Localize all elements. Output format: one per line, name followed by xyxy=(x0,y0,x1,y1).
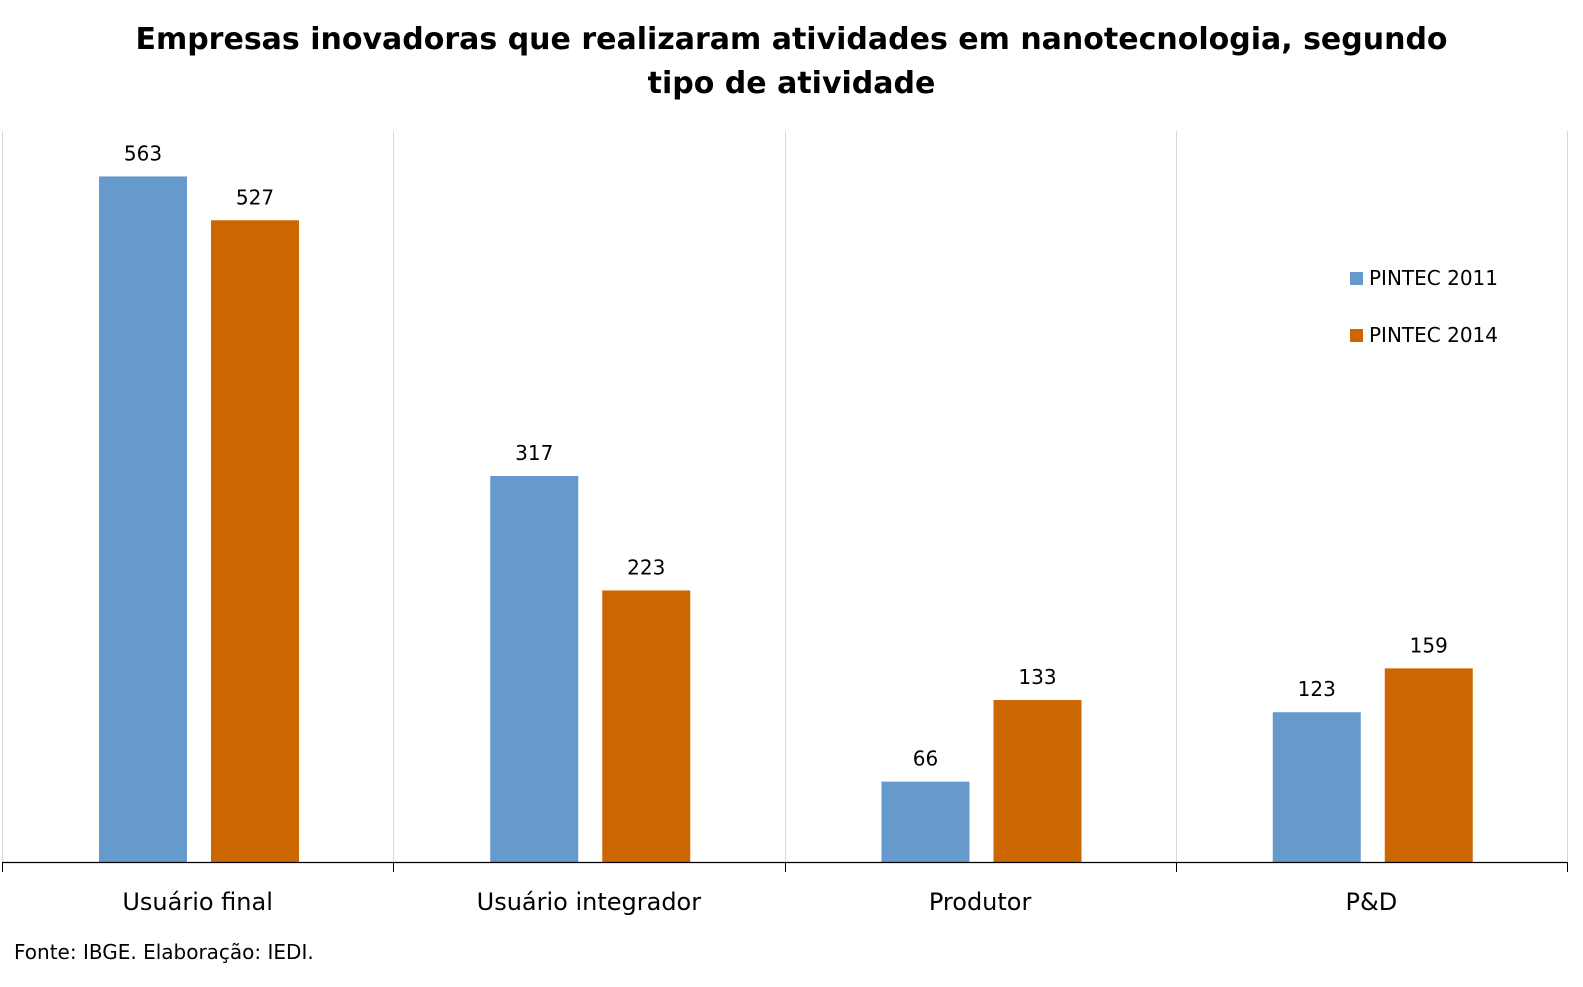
source-note: Fonte: IBGE. Elaboração: IEDI. xyxy=(14,940,314,964)
legend-label-0: PINTEC 2011 xyxy=(1369,266,1498,290)
data-label-1-1: 223 xyxy=(627,555,665,579)
chart-title-line-2: tipo de atividade xyxy=(647,66,936,101)
x-tick-label-2: Produtor xyxy=(929,888,1032,916)
bar-1-0 xyxy=(490,475,579,862)
bar-2-1 xyxy=(993,700,1082,862)
legend-swatch-1 xyxy=(1350,329,1363,342)
data-label-2-0: 66 xyxy=(913,747,938,771)
data-label-3-0: 123 xyxy=(1298,677,1336,701)
gridlines xyxy=(2,131,1568,862)
x-axis: Usuário final Usuário integrador Produtor P… xyxy=(2,861,1568,916)
bar-2-0 xyxy=(881,781,970,862)
chart-title-line-1: Empresas inovadoras que realizaram ativi… xyxy=(135,22,1448,57)
data-label-3-1: 159 xyxy=(1410,633,1448,657)
chart-title: Empresas inovadoras que realizaram ativi… xyxy=(0,18,1583,106)
data-label-2-1: 133 xyxy=(1018,665,1056,689)
bar-3-0 xyxy=(1272,712,1361,862)
legend-label-1: PINTEC 2014 xyxy=(1369,323,1498,347)
x-tick-label-3: P&D xyxy=(1346,888,1398,916)
x-tick-label-0: Usuário final xyxy=(122,888,273,916)
bar-0-0 xyxy=(99,176,187,862)
x-tick-label-1: Usuário integrador xyxy=(477,888,702,916)
data-labels: 563 527 317 223 66 133 123 159 xyxy=(124,141,1448,770)
legend: PINTEC 2011 PINTEC 2014 xyxy=(1350,266,1498,347)
bars xyxy=(99,176,1473,862)
data-label-0-0: 563 xyxy=(124,141,162,165)
bar-3-1 xyxy=(1384,668,1473,862)
data-label-1-0: 317 xyxy=(515,441,553,465)
bar-1-1 xyxy=(602,590,691,862)
legend-swatch-0 xyxy=(1350,272,1363,285)
data-label-0-1: 527 xyxy=(236,185,274,209)
bar-0-1 xyxy=(211,220,299,862)
